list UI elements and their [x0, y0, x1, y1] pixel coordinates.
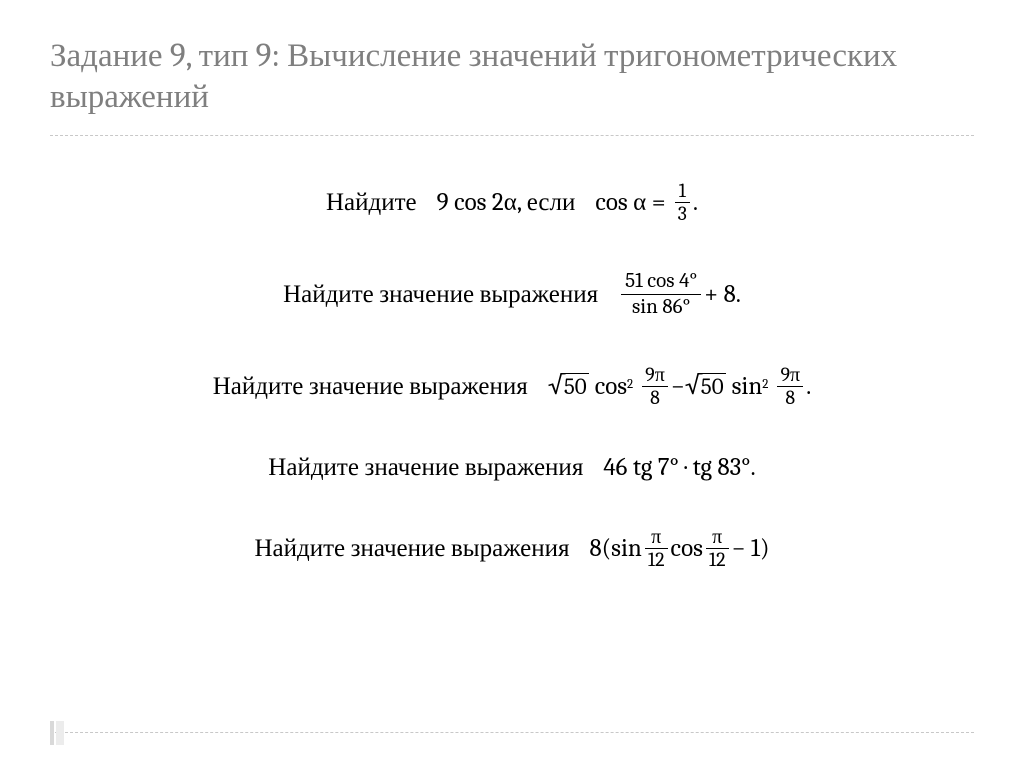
minus-sign: −	[671, 372, 685, 401]
fraction-den: 12	[706, 549, 729, 571]
math-mid: cos	[671, 534, 703, 563]
tail: .	[693, 188, 698, 217]
lead-text: Найдите значение выражения	[283, 280, 598, 309]
fraction-den: 8	[782, 387, 798, 409]
mid-text: , если	[517, 188, 576, 217]
sqrt: √ 50	[685, 371, 726, 401]
sqrt: √ 50	[548, 371, 589, 401]
sin-label: sin	[732, 372, 763, 401]
math-open: 8(sin	[590, 534, 642, 563]
fraction-den: 3	[675, 203, 690, 225]
fraction-den: sin 86°	[628, 295, 694, 320]
fraction-num: π	[709, 526, 725, 548]
lead-text: Найдите значение выражения	[268, 453, 583, 482]
problem-line-4: Найдите значение выражения 46 tg 7° · tg…	[268, 453, 755, 482]
title-block: Задание 9, тип 9: Вычисление значений тр…	[50, 36, 974, 136]
fraction-num: 51 cos 4°	[621, 269, 701, 294]
content-area: Найдите 9 cos 2α , если cos α = 1 3 . На…	[50, 180, 974, 571]
fraction: 9π 8	[777, 364, 803, 409]
fraction-num: π	[648, 526, 664, 548]
lead-text: Найдите значение выражения	[213, 372, 528, 401]
superscript: 2	[627, 377, 633, 392]
math-expr: + 8.	[704, 280, 741, 309]
fraction: 51 cos 4° sin 86°	[621, 269, 701, 320]
superscript: 2	[762, 377, 768, 392]
fraction: π 12	[706, 526, 729, 571]
fraction-num: 9π	[777, 364, 803, 386]
footer-rule	[50, 732, 974, 733]
fraction-num: 1	[676, 180, 689, 202]
fraction: 9π 8	[642, 364, 668, 409]
fraction-den: 12	[645, 549, 668, 571]
math-expr: cos α =	[595, 188, 665, 217]
radical-icon: √	[548, 370, 565, 400]
lead-text: Найдите	[326, 188, 417, 217]
problem-line-2: Найдите значение выражения 51 cos 4° sin…	[283, 269, 741, 320]
lead-text: Найдите значение выражения	[254, 534, 569, 563]
radical-icon: √	[685, 370, 702, 400]
slide: Задание 9, тип 9: Вычисление значений тр…	[0, 0, 1024, 767]
fraction-num: 9π	[642, 364, 668, 386]
radicand: 50	[700, 373, 726, 399]
problem-line-5: Найдите значение выражения 8(sin π 12 co…	[254, 526, 769, 571]
fraction: 1 3	[675, 180, 690, 225]
cos-label: cos	[595, 372, 627, 401]
tail: .	[806, 372, 811, 401]
fraction-den: 8	[647, 387, 663, 409]
problem-line-1: Найдите 9 cos 2α , если cos α = 1 3 .	[326, 180, 698, 225]
fraction: π 12	[645, 526, 668, 571]
corner-decoration-icon	[50, 721, 64, 745]
math-expr: 9 cos 2α	[437, 188, 517, 217]
problem-line-3: Найдите значение выражения √ 50 cos2 9π …	[213, 364, 812, 409]
math-close: − 1)	[732, 534, 770, 563]
math-expr: 46 tg 7° · tg 83°.	[603, 453, 755, 482]
slide-title: Задание 9, тип 9: Вычисление значений тр…	[50, 36, 974, 119]
radicand: 50	[563, 373, 589, 399]
